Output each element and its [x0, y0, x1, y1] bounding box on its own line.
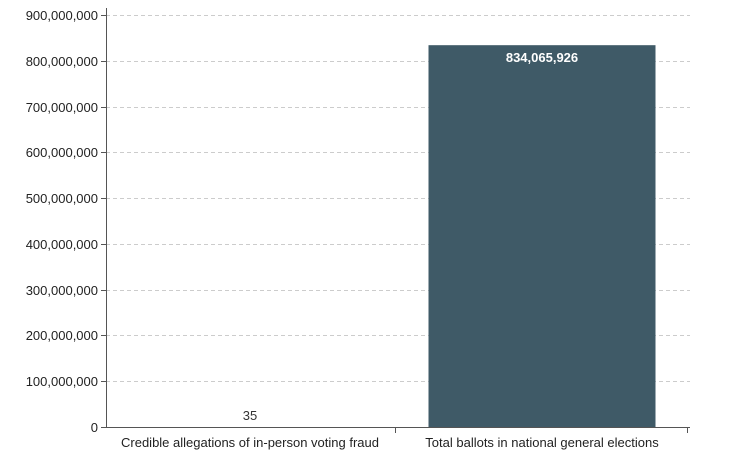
y-tick-label: 100,000,000: [26, 374, 98, 389]
y-tick-label: 700,000,000: [26, 100, 98, 115]
bar-value-label: 35: [243, 408, 257, 423]
y-tick-label: 800,000,000: [26, 54, 98, 69]
y-tick-label: 900,000,000: [26, 8, 98, 23]
bar-value-label: 834,065,926: [506, 50, 578, 65]
y-tick-label: 300,000,000: [26, 283, 98, 298]
y-tick-label: 500,000,000: [26, 191, 98, 206]
bars: [136, 45, 656, 427]
x-category-label: Credible allegations of in-person voting…: [121, 435, 379, 450]
axes: [101, 8, 690, 433]
y-tick-label: 600,000,000: [26, 145, 98, 160]
labels: 0 100,000,000 200,000,000 300,000,000 400,00…: [26, 8, 660, 450]
y-tick-label: 200,000,000: [26, 328, 98, 343]
y-tick-label: 400,000,000: [26, 237, 98, 252]
x-category-label: Total ballots in national general electi…: [425, 435, 659, 450]
y-tick-label: 0: [91, 420, 98, 435]
bar: [428, 45, 656, 427]
